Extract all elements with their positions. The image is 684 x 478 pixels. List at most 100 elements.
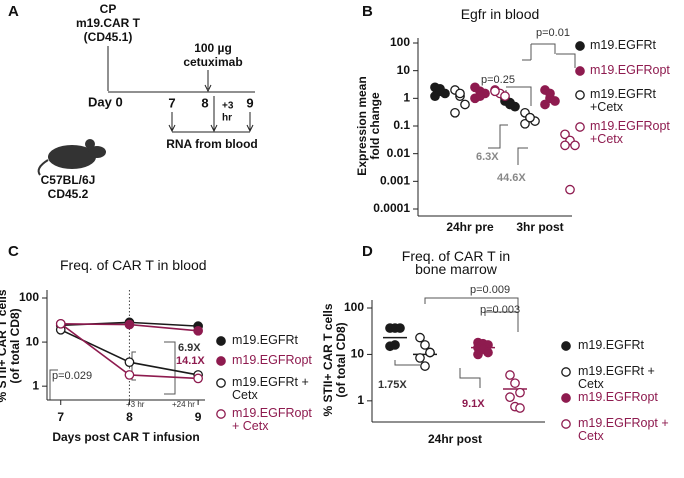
label: (CD45.1) bbox=[84, 30, 133, 44]
legend-label: m19.EGFRt +Cetx bbox=[590, 88, 656, 114]
legend-marker bbox=[216, 378, 226, 388]
data-point bbox=[450, 107, 460, 118]
y-axis-label: % STII+ CAR T cells (of total CD8) bbox=[322, 303, 348, 417]
data-point bbox=[490, 86, 500, 97]
x-tick-label: 8 bbox=[126, 410, 133, 424]
y-tick-label: 1 bbox=[32, 378, 39, 392]
y-tick-label: 0.01 bbox=[387, 146, 411, 160]
panel-label: C bbox=[8, 243, 19, 260]
legend-label: m19.EGFRopt bbox=[232, 354, 312, 367]
y-tick-label: 10 bbox=[351, 347, 365, 361]
legend-label: m19.EGFRt +Cetx bbox=[590, 88, 656, 114]
annotation: 44.6X bbox=[497, 172, 526, 184]
x-tick-label: 3hr post bbox=[516, 220, 563, 234]
annotation: p=0.009 bbox=[470, 284, 510, 296]
arrow bbox=[168, 96, 254, 133]
chart-title: Egfr in blood bbox=[460, 8, 540, 22]
legend-label: m19.EGFRt bbox=[590, 39, 656, 52]
y-axis-label: % STII+ CAR T cells (of total CD8) bbox=[0, 289, 22, 402]
data-point bbox=[420, 340, 430, 350]
y-tick-label: 100 bbox=[390, 35, 410, 49]
panel-label: A bbox=[8, 3, 19, 20]
data-point bbox=[515, 403, 525, 413]
label: cetuximab bbox=[183, 55, 242, 69]
data-point bbox=[435, 84, 445, 94]
annotation: p=0.01 bbox=[536, 27, 570, 39]
x-tick-label: 7 bbox=[57, 410, 64, 424]
legend-label: m19.EGFRt + Cetx bbox=[578, 365, 655, 391]
x-tick-label: 24hr pre bbox=[446, 220, 494, 234]
legend-marker bbox=[216, 336, 226, 346]
annotation: 14.1X bbox=[176, 355, 205, 367]
annotation: 1.75X bbox=[378, 379, 407, 391]
label: Day 0 bbox=[88, 94, 123, 109]
data-point bbox=[460, 99, 470, 110]
legend-marker bbox=[561, 393, 571, 403]
y-axis-label: Expression mean fold change bbox=[356, 76, 382, 176]
annotation: 6.3X bbox=[476, 151, 499, 163]
x-tick-label: 9 bbox=[195, 410, 202, 424]
legend-label: m19.EGFRopt + Cetx bbox=[578, 417, 669, 443]
data-point bbox=[124, 370, 135, 380]
legend-label: m19.EGFRopt +Cetx bbox=[590, 120, 670, 146]
y-tick-label: 0.0001 bbox=[373, 201, 410, 215]
data-point bbox=[505, 99, 515, 110]
y-tick-label: 10 bbox=[26, 334, 40, 348]
data-point bbox=[500, 91, 510, 101]
data-point bbox=[415, 353, 425, 363]
legend-label: m19.EGFRt bbox=[232, 334, 298, 347]
legend-label: m19.EGFRt + Cetx bbox=[232, 376, 309, 402]
legend-label: m19.EGFRt + Cetx bbox=[232, 376, 309, 402]
data-point bbox=[415, 332, 425, 343]
legend-marker bbox=[216, 356, 226, 366]
label: 8 bbox=[201, 95, 208, 110]
data-point bbox=[430, 91, 440, 101]
annotation: 9.1X bbox=[462, 398, 485, 410]
data-point bbox=[560, 140, 570, 151]
data-point bbox=[124, 319, 135, 330]
chart-title: Egfr in blood bbox=[460, 8, 540, 22]
annotation: p=0.25 bbox=[481, 74, 515, 86]
brackets bbox=[49, 43, 576, 401]
data-point bbox=[515, 387, 525, 398]
y-tick-label: 1 bbox=[357, 393, 364, 407]
label: 100 µg bbox=[194, 41, 232, 55]
label: 9 bbox=[246, 95, 253, 110]
data-point bbox=[520, 118, 530, 129]
panel-label: D bbox=[362, 243, 373, 260]
y-axis-label: % STII+ CAR T cells (of total CD8) bbox=[322, 303, 348, 417]
data-point bbox=[475, 91, 485, 101]
legend-label: m19.EGFRt bbox=[578, 339, 644, 352]
data-point bbox=[540, 99, 550, 110]
data-point bbox=[473, 349, 483, 360]
legend-label: m19.EGFRopt bbox=[578, 391, 658, 404]
legend-label: m19.EGFRt bbox=[232, 334, 298, 347]
data-point bbox=[55, 318, 66, 329]
data-point bbox=[455, 88, 465, 99]
legend-label: m19.EGFRopt +Cetx bbox=[590, 120, 670, 146]
legend-label: m19.EGFRopt + Cetx bbox=[578, 417, 669, 443]
data-point bbox=[483, 347, 493, 358]
legend-marker bbox=[561, 419, 571, 429]
legend-label: m19.EGFRt bbox=[578, 339, 644, 352]
legend-label: m19.EGFRopt + Cetx bbox=[232, 407, 312, 433]
mouse-icon bbox=[37, 139, 106, 176]
label: RNA from blood bbox=[166, 137, 258, 151]
label: CP bbox=[100, 2, 117, 16]
label: hr bbox=[222, 113, 232, 124]
chart-title: Freq. of CAR T in bone marrow bbox=[401, 250, 511, 277]
legend-label: m19.EGFRt + Cetx bbox=[578, 365, 655, 391]
chart-title: Freq. of CAR T in blood bbox=[60, 259, 207, 273]
y-axis-label: Expression mean fold change bbox=[356, 76, 382, 176]
data-point bbox=[193, 325, 203, 336]
y-axis-label: % STII+ CAR T cells (of total CD8) bbox=[0, 289, 22, 402]
y-tick-label: 0.1 bbox=[393, 118, 410, 132]
chart-title: Freq. of CAR T in bone marrow bbox=[401, 250, 511, 277]
diagram: CP m19.CAR T (CD45.1) 100 µg cetuximab D… bbox=[37, 2, 258, 201]
chart: 1 10 100 24hr post bbox=[344, 300, 545, 446]
legend-marker bbox=[561, 367, 571, 377]
annotation: p=0.029 bbox=[52, 370, 92, 382]
legend-marker bbox=[575, 122, 585, 132]
legend-marker bbox=[575, 66, 585, 76]
